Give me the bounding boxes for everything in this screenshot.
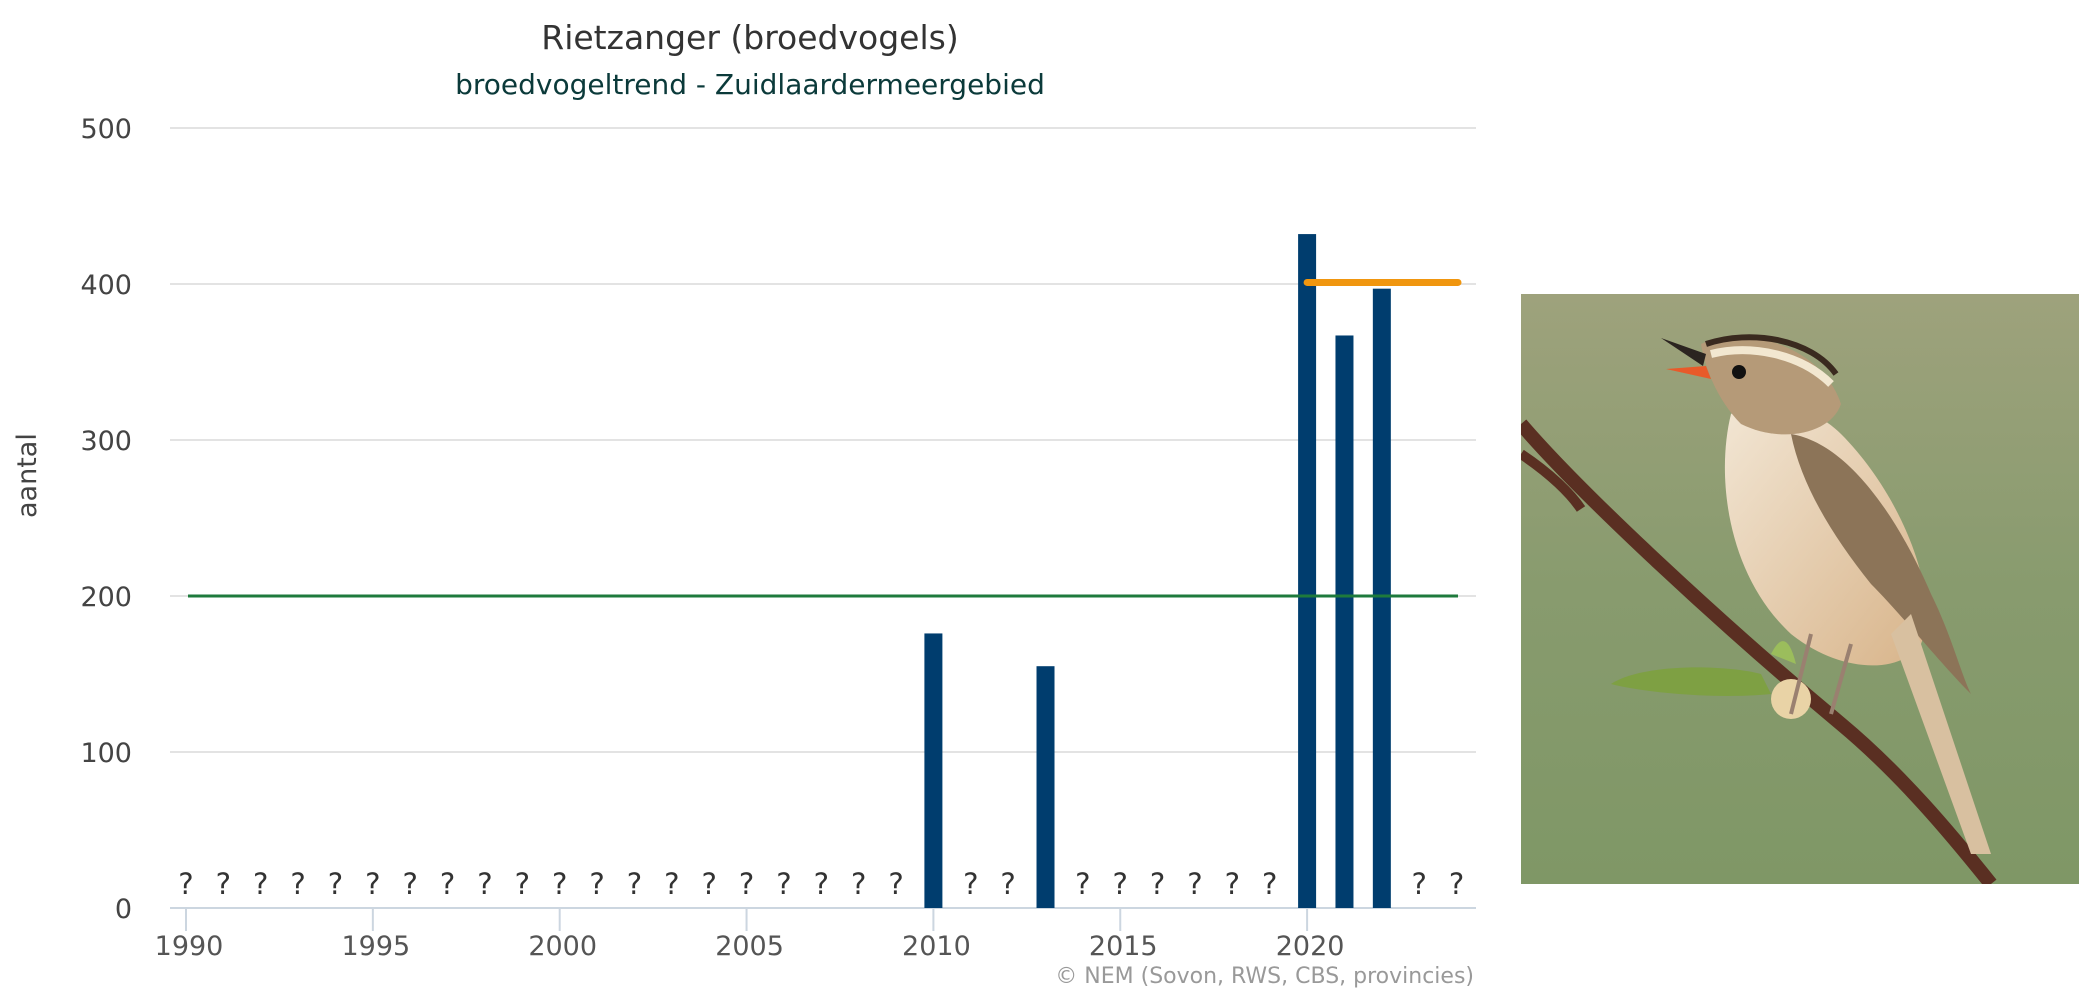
missing-marker: ? — [216, 867, 231, 901]
bar-2020[interactable] — [1298, 234, 1317, 908]
x-axis: 1990 1995 2000 2005 2010 2015 2020 — [155, 907, 1476, 962]
missing-marker: ? — [1262, 867, 1277, 901]
missing-marker: ? — [178, 867, 193, 901]
x-tick-label: 1990 — [155, 931, 224, 962]
missing-marker: ? — [515, 867, 530, 901]
missing-marker: ? — [253, 867, 268, 901]
missing-marker: ? — [776, 867, 791, 901]
bars — [924, 234, 1391, 909]
missing-marker: ? — [851, 867, 866, 901]
missing-marker: ? — [365, 867, 380, 901]
bar-chart: 0 100 200 300 400 500 1990 1995 2000 2005 2010 201… — [80, 114, 1476, 962]
missing-marker: ? — [627, 867, 642, 901]
x-tick-label: 1995 — [341, 931, 410, 962]
missing-marker: ? — [814, 867, 829, 901]
x-tick-label: 2020 — [1276, 931, 1345, 962]
missing-marker: ? — [888, 867, 903, 901]
x-tick-label: 2015 — [1089, 931, 1158, 962]
chart-subtitle: broedvogeltrend - Zuidlaardermeergebied — [455, 68, 1045, 101]
missing-marker: ? — [477, 867, 492, 901]
x-tick-label: 2010 — [902, 931, 971, 962]
bar-2010[interactable] — [924, 633, 943, 908]
missing-marker: ? — [1449, 867, 1464, 901]
bird-photo — [1521, 294, 2079, 884]
missing-marker: ? — [403, 867, 418, 901]
bar-2013[interactable] — [1036, 666, 1055, 908]
missing-marker: ? — [440, 867, 455, 901]
missing-marker: ? — [328, 867, 343, 901]
y-tick-label: 400 — [80, 270, 132, 301]
missing-marker: ? — [739, 867, 754, 901]
missing-marker: ? — [1113, 867, 1128, 901]
missing-marker: ? — [1000, 867, 1015, 901]
y-tick-label: 300 — [80, 426, 132, 457]
credits: © NEM (Sovon, RWS, CBS, provincies) — [1055, 964, 1474, 989]
y-tick-label: 100 — [80, 738, 132, 769]
x-tick-label: 2005 — [715, 931, 784, 962]
y-tick-label: 200 — [80, 582, 132, 613]
x-tick-label: 2000 — [528, 931, 597, 962]
missing-marker: ? — [664, 867, 679, 901]
bar-2022[interactable] — [1372, 288, 1391, 908]
missing-marker: ? — [290, 867, 305, 901]
missing-marker: ? — [1150, 867, 1165, 901]
y-tick-label: 500 — [80, 114, 132, 145]
missing-marker: ? — [1225, 867, 1240, 901]
missing-marker: ? — [963, 867, 978, 901]
missing-marker: ? — [1412, 867, 1427, 901]
missing-marker: ? — [1075, 867, 1090, 901]
chart-title: Rietzanger (broedvogels) — [541, 18, 959, 57]
y-tick-label: 0 — [115, 894, 132, 925]
missing-marker: ? — [701, 867, 716, 901]
reference-lines — [188, 278, 1462, 598]
missing-marker: ? — [552, 867, 567, 901]
missing-data-markers: ?????????????????????????????? — [178, 867, 1464, 901]
missing-marker: ? — [589, 867, 604, 901]
missing-marker: ? — [1187, 867, 1202, 901]
bar-2021[interactable] — [1335, 335, 1354, 909]
y-axis-ticks: 0 100 200 300 400 500 — [80, 114, 132, 925]
gridlines — [170, 127, 1476, 753]
